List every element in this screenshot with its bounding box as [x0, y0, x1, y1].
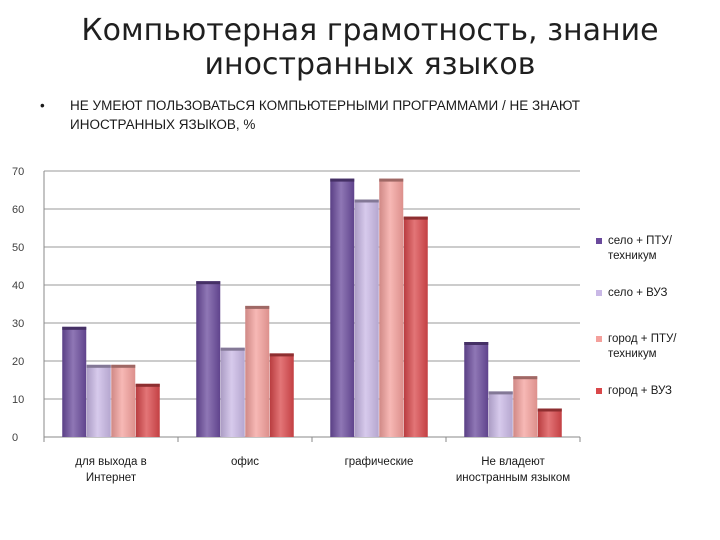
- bar: [135, 383, 160, 437]
- bar-cap: [354, 199, 379, 203]
- x-tick-label: Интернет: [86, 472, 137, 484]
- bar: [245, 305, 270, 437]
- bar-cap: [62, 326, 87, 330]
- bar: [269, 353, 294, 437]
- bar-cap: [513, 376, 538, 380]
- legend-label: село + ПТУ/техникум: [608, 235, 672, 262]
- bar: [488, 391, 513, 437]
- bar-cap: [537, 408, 562, 412]
- bar-cap: [464, 342, 489, 345]
- legend-swatch: [596, 388, 602, 394]
- bar: [86, 364, 111, 437]
- bar: [62, 326, 87, 437]
- x-tick-label: Не владеют: [481, 456, 545, 468]
- bar-cap: [111, 364, 136, 368]
- bar: [537, 408, 562, 437]
- x-tick-label: для выхода в: [75, 456, 146, 468]
- bar-cap: [135, 383, 160, 387]
- y-tick-label: 40: [12, 280, 24, 292]
- x-tick-label: иностранным языком: [456, 472, 570, 484]
- bar-cap: [245, 305, 270, 309]
- legend-swatch: [596, 290, 602, 296]
- slide-title: Компьютерная грамотность, знание иностра…: [81, 13, 659, 82]
- legend-label: город + ПТУ/техникум: [608, 333, 677, 360]
- x-tick-label: офис: [231, 456, 259, 468]
- y-tick-label: 60: [12, 204, 24, 216]
- legend-label: село + ВУЗ: [608, 287, 668, 299]
- bar-cap: [330, 178, 355, 182]
- y-tick-label: 0: [12, 432, 18, 444]
- bar-cap: [220, 347, 245, 351]
- bar-cap: [403, 216, 428, 220]
- y-tick-label: 10: [12, 394, 24, 406]
- bar-cap: [86, 364, 111, 368]
- bar-cap: [269, 353, 294, 357]
- y-tick-label: 30: [12, 318, 24, 330]
- bar: [513, 376, 538, 437]
- bar: [111, 364, 136, 437]
- subtitle-text: НЕ УМЕЮТ ПОЛЬЗОВАТЬСЯ КОМПЬЮТЕРНЫМИ ПРОГ…: [70, 98, 581, 132]
- bar: [196, 281, 221, 437]
- bar: [464, 342, 489, 437]
- bullet-marker: •: [40, 98, 45, 113]
- bar: [330, 178, 355, 437]
- y-tick-label: 50: [12, 242, 24, 254]
- bar-cap: [379, 178, 404, 182]
- y-tick-label: 70: [12, 166, 24, 178]
- bar: [379, 178, 404, 437]
- bar-cap: [196, 281, 221, 285]
- bar: [354, 199, 379, 437]
- y-tick-label: 20: [12, 356, 24, 368]
- legend-label: город + ВУЗ: [608, 385, 672, 397]
- bar-cap: [488, 391, 513, 395]
- bar: [403, 216, 428, 437]
- bar: [220, 347, 245, 437]
- legend-swatch: [596, 238, 602, 244]
- legend-swatch: [596, 336, 602, 342]
- x-tick-label: графические: [345, 456, 414, 468]
